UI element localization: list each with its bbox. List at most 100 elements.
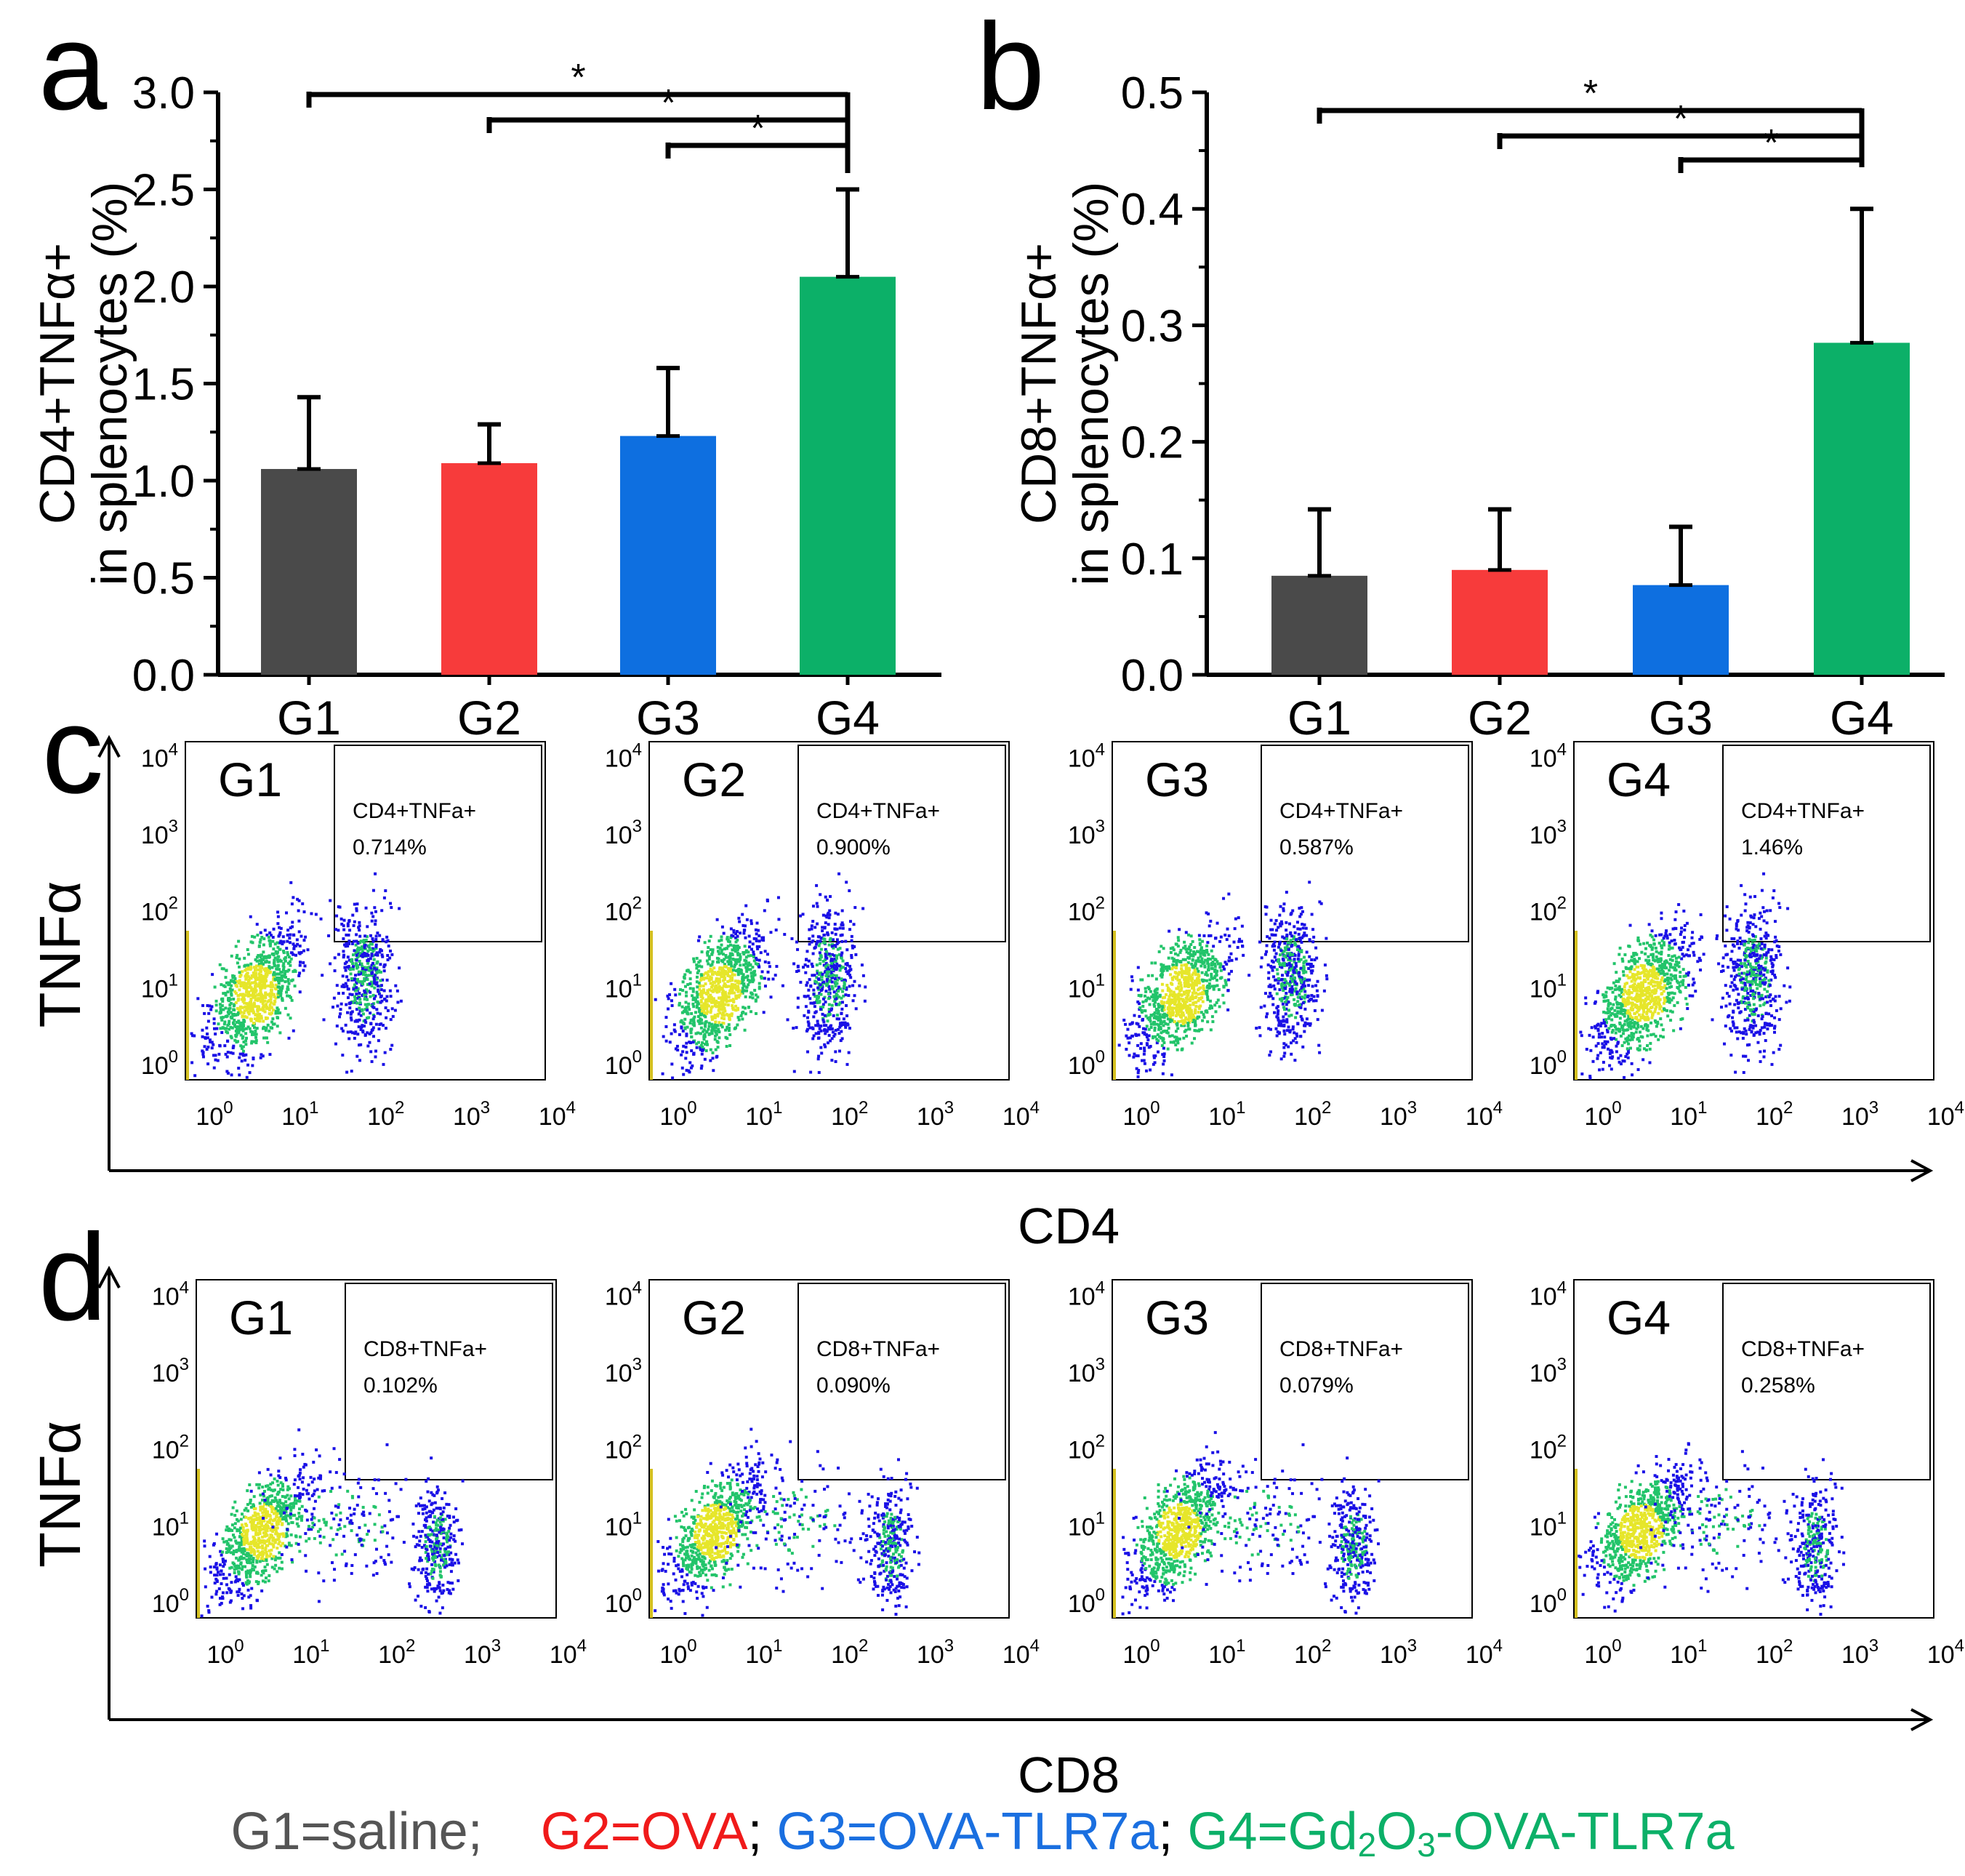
- event-dot: [231, 974, 235, 977]
- event-dot: [1688, 944, 1692, 947]
- event-dot: [1633, 1021, 1636, 1025]
- event-dots: [190, 872, 403, 1079]
- y-log-tick-label: 104: [1068, 739, 1105, 772]
- event-dot: [810, 962, 813, 966]
- event-dot: [843, 979, 847, 982]
- event-dot: [1287, 955, 1291, 958]
- event-dot: [844, 993, 848, 997]
- event-dot: [756, 995, 760, 999]
- event-dot: [1588, 1075, 1592, 1078]
- event-dot: [738, 980, 742, 984]
- event-dot: [1240, 924, 1244, 928]
- event-dot: [1264, 913, 1268, 916]
- event-dot: [713, 1002, 717, 1006]
- event-dot: [709, 982, 712, 985]
- event-dot: [1161, 1005, 1165, 1009]
- event-dot: [250, 934, 254, 938]
- event-dot: [795, 940, 798, 944]
- event-dot: [838, 1001, 842, 1005]
- event-dot: [1226, 989, 1230, 993]
- event-dot: [687, 1002, 691, 1006]
- event-dot: [362, 1025, 366, 1028]
- event-dot: [1685, 1002, 1689, 1006]
- event-dot: [1172, 958, 1176, 961]
- event-dot: [1579, 1030, 1583, 1034]
- event-dot: [399, 999, 403, 1003]
- event-dot: [236, 953, 239, 957]
- event-dot: [1173, 995, 1177, 999]
- event-dot: [1168, 988, 1171, 992]
- event-dot: [849, 976, 853, 979]
- event-dot: [225, 969, 228, 972]
- event-dot: [366, 1009, 369, 1012]
- x-tick-label-G2: G2: [1468, 691, 1532, 745]
- event-dot: [684, 1010, 688, 1014]
- event-dot: [1663, 972, 1667, 976]
- event-dot: [227, 1022, 230, 1026]
- event-dot: [345, 933, 348, 937]
- event-dot: [342, 955, 345, 959]
- event-dot: [1269, 918, 1273, 922]
- event-dot: [702, 1006, 705, 1010]
- event-dot: [796, 1006, 800, 1009]
- event-dot: [1290, 1014, 1293, 1017]
- event-dot: [683, 1017, 687, 1021]
- event-dot: [1293, 960, 1296, 963]
- event-dot: [1275, 992, 1279, 995]
- event-dot: [1301, 1045, 1305, 1049]
- event-dot: [271, 935, 275, 939]
- event-dot: [382, 963, 386, 967]
- event-dot: [1626, 1049, 1630, 1052]
- event-dot: [1314, 999, 1318, 1003]
- event-dot: [1187, 972, 1191, 976]
- event-dot: [723, 958, 726, 961]
- event-dot: [289, 1017, 292, 1020]
- event-dot: [274, 1009, 278, 1013]
- event-dot: [816, 1036, 820, 1040]
- event-dot: [374, 872, 377, 875]
- event-dot: [244, 1032, 248, 1035]
- event-dot: [252, 1005, 256, 1009]
- event-dot: [347, 958, 351, 962]
- event-dot: [718, 985, 721, 988]
- event-dot: [1169, 967, 1173, 971]
- event-dot: [1285, 996, 1288, 1000]
- event-dot: [724, 953, 728, 957]
- event-dot: [707, 988, 711, 992]
- event-dot: [292, 970, 295, 974]
- event-dot: [796, 996, 800, 1000]
- event-dot: [219, 1006, 222, 1009]
- event-dot: [730, 982, 734, 986]
- event-dot: [294, 953, 298, 957]
- event-dot: [368, 946, 371, 950]
- event-dot: [1137, 1033, 1141, 1037]
- event-dot: [1628, 1046, 1632, 1050]
- event-dot: [260, 1017, 263, 1020]
- event-dot: [221, 1016, 225, 1019]
- event-dot: [1272, 948, 1276, 952]
- event-dot: [1651, 985, 1655, 988]
- event-dot: [741, 991, 744, 995]
- event-dot: [712, 980, 715, 984]
- event-dot: [1152, 999, 1155, 1003]
- event-dot: [1650, 971, 1654, 975]
- event-dot: [739, 969, 743, 972]
- event-dot: [212, 1017, 216, 1021]
- event-dot: [1208, 1006, 1212, 1010]
- event-dot: [281, 986, 284, 990]
- event-dot: [1676, 963, 1679, 967]
- event-dot: [268, 931, 272, 934]
- event-dot: [374, 934, 378, 938]
- event-dot: [359, 1014, 363, 1017]
- event-dot: [376, 931, 379, 935]
- event-dot: [1277, 958, 1280, 961]
- event-dot: [358, 921, 361, 924]
- x-tick-label-G1: G1: [277, 691, 341, 745]
- event-dot: [341, 1054, 345, 1057]
- event-dot: [284, 969, 287, 973]
- event-dot: [1183, 963, 1186, 967]
- event-dot: [678, 1001, 681, 1005]
- event-dot: [1172, 990, 1176, 994]
- event-dot: [281, 985, 284, 988]
